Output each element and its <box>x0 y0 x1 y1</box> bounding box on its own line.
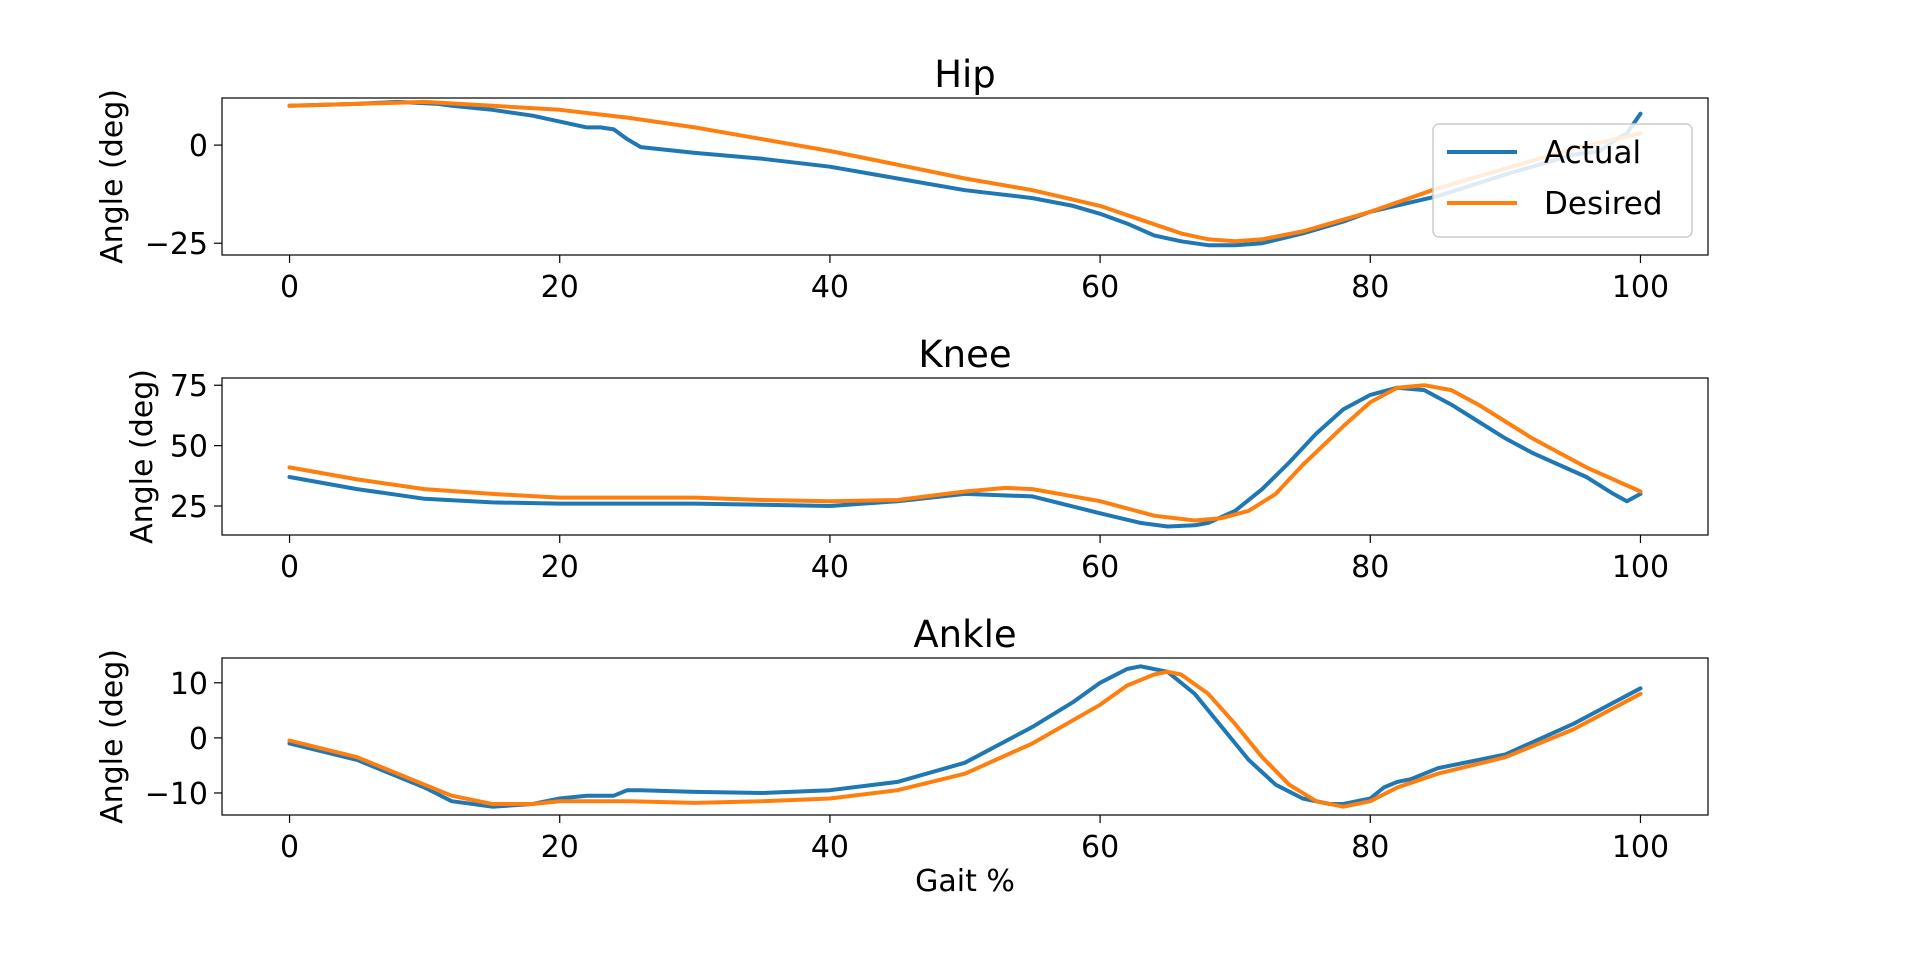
knee-title: Knee <box>918 333 1011 376</box>
ankle-title: Ankle <box>913 613 1016 656</box>
ankle-y-tick-label: 0 <box>189 722 208 757</box>
hip-title: Hip <box>934 53 996 96</box>
ankle-x-tick-label: 20 <box>541 830 579 865</box>
ankle-x-tick-label: 40 <box>811 830 849 865</box>
hip-x-tick-label: 40 <box>811 270 849 305</box>
hip-panel: Hip Angle (deg) 0 20 40 60 80 100 −25 0 Actual … <box>95 53 1709 305</box>
knee-axes-frame <box>221 377 1709 536</box>
ankle-x-axis-label: Gait % <box>915 864 1015 899</box>
knee-y-axis-label: Angle (deg) <box>125 369 160 544</box>
hip-y-tick-label: −25 <box>145 227 208 262</box>
legend-desired-label: Desired <box>1544 186 1663 222</box>
ankle-y-tick-label: 10 <box>170 667 208 702</box>
ankle-panel: Ankle Angle (deg) 0 20 40 60 80 100 −10 0 10 Gai… <box>95 613 1709 899</box>
ankle-y-tick-label: −10 <box>145 777 208 812</box>
ankle-x-tick-label: 80 <box>1351 830 1389 865</box>
knee-panel: Knee Angle (deg) 0 20 40 60 80 100 25 50 75 <box>125 333 1709 585</box>
knee-x-tick-label: 20 <box>541 550 579 585</box>
knee-series <box>287 383 1643 529</box>
ankle-axes-frame <box>221 657 1709 816</box>
ankle-series <box>287 664 1643 809</box>
hip-x-tick-label: 80 <box>1351 270 1389 305</box>
hip-ticks: 0 20 40 60 80 100 −25 0 <box>145 129 1669 305</box>
hip-x-tick-label: 100 <box>1612 270 1669 305</box>
ankle-y-axis-label: Angle (deg) <box>95 649 130 824</box>
knee-ticks: 0 20 40 60 80 100 25 50 75 <box>170 369 1669 585</box>
ankle-x-tick-label: 60 <box>1081 830 1119 865</box>
ankle-x-tick-label: 0 <box>280 830 299 865</box>
ankle-desired-line <box>287 669 1643 809</box>
knee-desired-line <box>287 383 1643 523</box>
ankle-ticks: 0 20 40 60 80 100 −10 0 10 <box>145 667 1669 865</box>
knee-y-tick-label: 75 <box>170 369 208 404</box>
ankle-actual-line <box>287 664 1643 809</box>
hip-y-tick-label: 0 <box>189 129 208 164</box>
hip-desired-line <box>287 99 1643 244</box>
knee-x-tick-label: 40 <box>811 550 849 585</box>
hip-x-tick-label: 0 <box>280 270 299 305</box>
ankle-x-tick-label: 100 <box>1612 830 1669 865</box>
hip-axes-frame <box>221 97 1709 256</box>
legend-actual-label: Actual <box>1544 135 1641 171</box>
knee-y-tick-label: 50 <box>170 430 208 465</box>
knee-x-tick-label: 0 <box>280 550 299 585</box>
knee-x-tick-label: 100 <box>1612 550 1669 585</box>
knee-x-tick-label: 60 <box>1081 550 1119 585</box>
hip-x-tick-label: 60 <box>1081 270 1119 305</box>
legend: Actual Desired <box>1432 123 1693 238</box>
knee-y-tick-label: 25 <box>170 490 208 525</box>
hip-y-axis-label: Angle (deg) <box>95 89 130 264</box>
hip-x-tick-label: 20 <box>541 270 579 305</box>
knee-x-tick-label: 80 <box>1351 550 1389 585</box>
